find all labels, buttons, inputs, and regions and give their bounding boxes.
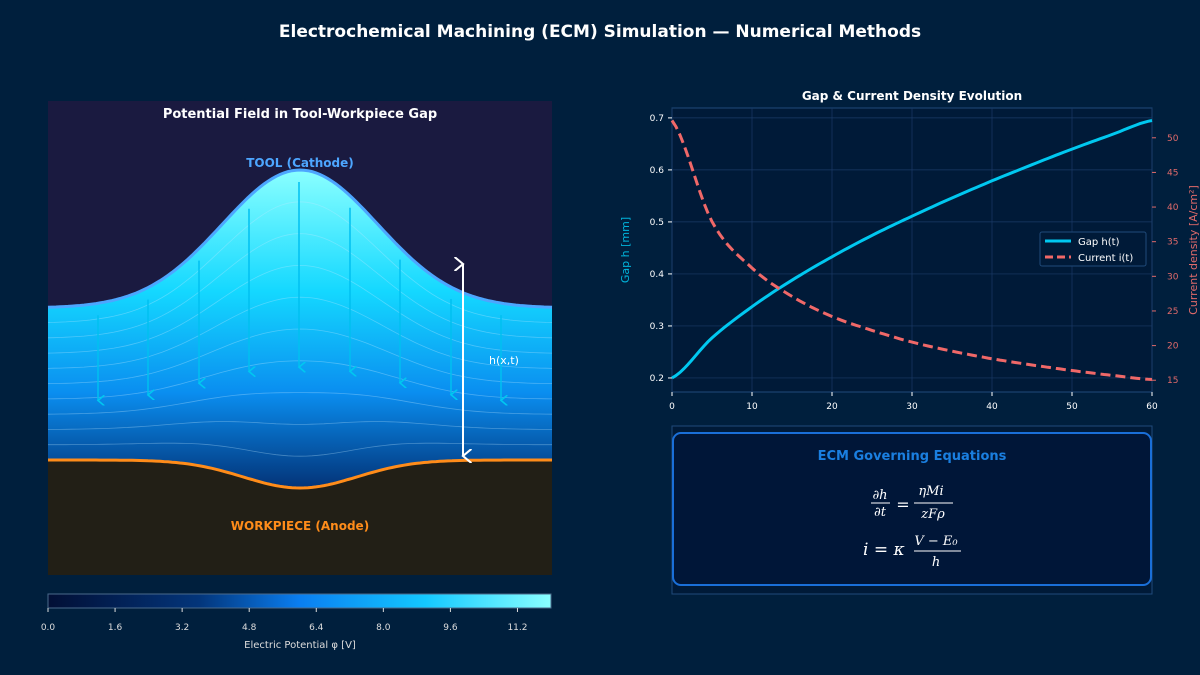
y-right-tick-label: 20 <box>1167 342 1179 352</box>
x-tick-label: 30 <box>906 402 918 412</box>
colorbar <box>47 593 552 609</box>
colorbar-label: Electric Potential φ [V] <box>244 640 356 651</box>
y-right-tick-label: 45 <box>1167 168 1178 178</box>
y-right-tick-label: 35 <box>1167 238 1178 248</box>
y-axis-label: Gap h [mm] <box>619 217 632 283</box>
y-right-tick-label: 30 <box>1167 272 1179 282</box>
x-tick-label: 0 <box>669 402 675 412</box>
svg-text:V − E₀: V − E₀ <box>914 534 958 549</box>
workpiece-label: WORKPIECE (Anode) <box>231 519 369 533</box>
colorbar-tick-label: 9.6 <box>443 623 458 633</box>
gap-series-line <box>671 119 1153 380</box>
y-axis-right-label: Current density [A/cm²] <box>1187 185 1200 315</box>
svg-text:=: = <box>896 495 909 514</box>
equation-2: i = κ V − E₀ h <box>863 534 961 570</box>
svg-text:i = κ: i = κ <box>863 540 905 560</box>
y-tick-label: 0.7 <box>650 114 664 124</box>
colorbar-tick-label: 4.8 <box>242 623 257 633</box>
gap-current-chart: 0 10 20 30 40 50 60 0.2 0.3 0.4 0.5 0.6 0.7 15 20 25 30 3… <box>619 89 1200 412</box>
y-tick-label: 0.6 <box>650 166 665 176</box>
svg-text:zFρ: zFρ <box>920 507 945 522</box>
colorbar-tick-label: 8.0 <box>376 623 391 633</box>
equations-title: ECM Governing Equations <box>818 449 1007 464</box>
colorbar-tick-label: 6.4 <box>309 623 324 633</box>
equation-1: ∂h ∂t = ηMi zFρ <box>871 484 953 522</box>
svg-text:∂h: ∂h <box>872 488 887 503</box>
current-series-line <box>670 119 1153 381</box>
colorbar-tick-label: 11.2 <box>507 623 527 633</box>
svg-text:∂t: ∂t <box>874 505 887 520</box>
colorbar-tick-label: 3.2 <box>175 623 189 633</box>
x-tick-label: 60 <box>1146 402 1158 412</box>
left-plot-title: Potential Field in Tool-Workpiece Gap <box>163 107 437 122</box>
y-right-tick-label: 50 <box>1167 134 1179 144</box>
workpiece-region <box>48 460 552 575</box>
legend: Gap h(t) Current i(t) <box>1039 231 1147 267</box>
y-right-tick-label: 25 <box>1167 307 1178 317</box>
right-chart-title: Gap & Current Density Evolution <box>802 89 1022 103</box>
colorbar-tick-label: 0.0 <box>41 623 56 633</box>
y-right-tick-label: 40 <box>1167 203 1179 213</box>
y-right-tick-label: 15 <box>1167 376 1178 386</box>
equations-panel: ECM Governing Equations ∂h ∂t = ηMi zFρ … <box>671 425 1153 595</box>
colorbar-tick-label: 1.6 <box>108 623 123 633</box>
legend-current-label: Current i(t) <box>1078 253 1133 264</box>
y-tick-label: 0.3 <box>650 322 664 332</box>
legend-gap-label: Gap h(t) <box>1078 237 1120 248</box>
y-tick-label: 0.4 <box>650 270 665 280</box>
page-title: Electrochemical Machining (ECM) Simulati… <box>278 22 922 42</box>
gap-label: h(x,t) <box>489 354 519 367</box>
y-tick-label: 0.5 <box>650 218 664 228</box>
svg-text:ηMi: ηMi <box>918 484 943 499</box>
tool-label: TOOL (Cathode) <box>246 156 354 170</box>
svg-text:h: h <box>932 555 940 570</box>
x-tick-label: 40 <box>986 402 998 412</box>
y-tick-label: 0.2 <box>650 374 664 384</box>
x-tick-label: 20 <box>826 402 838 412</box>
potential-field-plot: h(x,t) Potential Field in Tool-Workpiece… <box>41 101 553 651</box>
x-tick-label: 10 <box>746 402 758 412</box>
x-tick-label: 50 <box>1066 402 1078 412</box>
